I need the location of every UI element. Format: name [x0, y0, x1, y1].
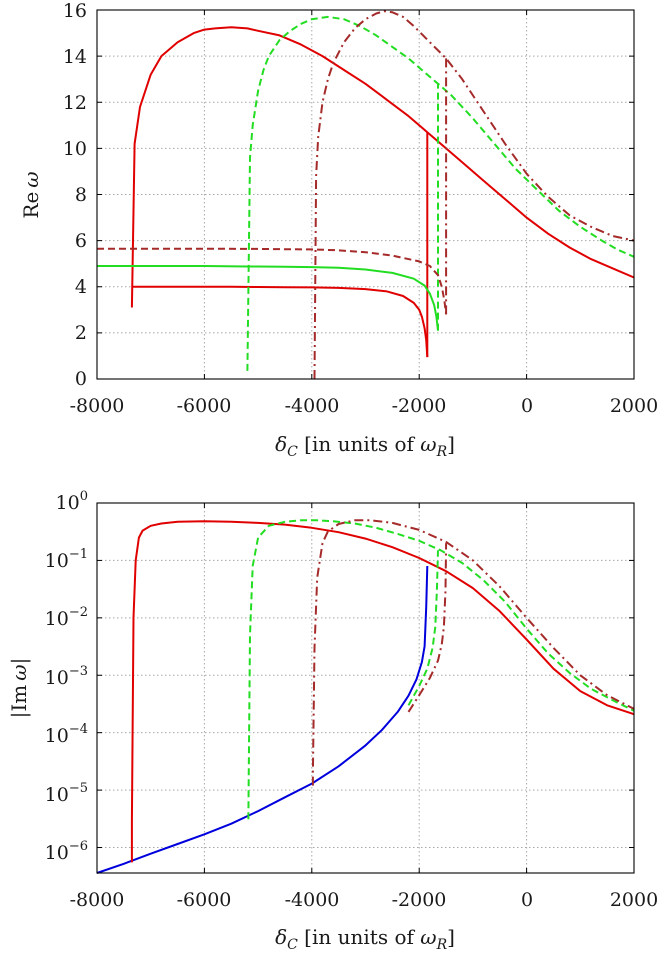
- im-ytick-label: 10−6: [45, 839, 88, 864]
- im-tick-marks: [96, 502, 635, 873]
- im-xtick-label: -8000: [70, 889, 125, 911]
- series-line-brown-dash-dot: [311, 519, 635, 786]
- re-xtick-label: 2000: [610, 395, 658, 417]
- im-ytick-label: 10−5: [45, 781, 88, 806]
- im-grid: [96, 502, 635, 873]
- re-xtick-label: -6000: [177, 395, 232, 417]
- series-line-green-lower: [97, 265, 439, 331]
- re-ytick-label: 6: [75, 230, 87, 252]
- im-series-group: [96, 519, 635, 874]
- im-chart: 10−6 10−5 10−4 10−3 10−2 10−1 100 -8000 …: [7, 489, 658, 953]
- re-ytick-label: 8: [75, 184, 87, 206]
- im-ytick-label: 10−4: [45, 722, 88, 747]
- im-xtick-label: -4000: [285, 889, 340, 911]
- series-line-brown-dash-dot-upper: [313, 10, 635, 380]
- re-ytick-label: 14: [63, 46, 87, 68]
- re-grid: [96, 9, 635, 380]
- re-xtick-label: -4000: [285, 395, 340, 417]
- series-line-blue-solid: [96, 565, 429, 874]
- series-line-green-lower-dashed: [407, 550, 439, 706]
- im-ytick-label: 10−1: [45, 547, 88, 572]
- re-tick-marks: [96, 9, 635, 380]
- re-ytick-label: 4: [75, 276, 87, 298]
- re-ytick-label: 12: [63, 92, 87, 114]
- re-ytick-label: 2: [75, 322, 87, 344]
- im-plot-frame: [96, 502, 635, 874]
- series-line-red-solid: [130, 520, 635, 863]
- series-line-green-dashed: [247, 519, 635, 820]
- series-line-brown-lower: [97, 247, 448, 315]
- im-xtick-label: 0: [521, 889, 533, 911]
- im-xtick-label: -6000: [177, 889, 232, 911]
- re-xtick-label: -2000: [392, 395, 447, 417]
- im-ytick-label: 100: [56, 489, 88, 514]
- im-xlabel: δC [in units of ωR]: [275, 925, 455, 953]
- re-xtick-label: -8000: [70, 395, 125, 417]
- series-line-brown-lower-dash-dot: [407, 543, 448, 713]
- im-xtick-label: 2000: [610, 889, 658, 911]
- re-chart: 0 2 4 6 8 10 12 14 16 -8000 -6000 -4000 …: [19, 0, 658, 460]
- re-ytick-label: 0: [75, 368, 87, 390]
- re-ytick-label: 10: [63, 138, 87, 160]
- re-ytick-label: 16: [63, 0, 87, 22]
- im-ytick-label: 10−3: [45, 664, 88, 689]
- series-line-red-solid-lower: [131, 285, 429, 358]
- im-xtick-label: -2000: [392, 889, 447, 911]
- im-ylabel: |Imω|: [7, 658, 32, 719]
- re-series-group: [97, 10, 635, 380]
- series-line-green-dashed-upper: [246, 15, 635, 371]
- im-ytick-label: 10−2: [45, 605, 88, 630]
- re-xlabel: δC [in units of ωR]: [275, 432, 455, 460]
- re-xtick-label: 0: [521, 395, 533, 417]
- re-ylabel: Reω: [19, 171, 43, 218]
